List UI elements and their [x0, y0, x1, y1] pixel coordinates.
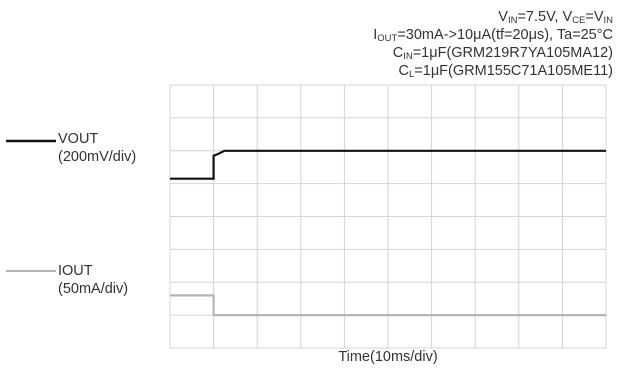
legend-vout-label: VOUT	[58, 131, 99, 147]
series-line-iout	[170, 294, 606, 317]
condition-cl: CL=1μF(GRM155C71A105ME11)	[398, 63, 613, 80]
legend-iout-scale: (50mA/div)	[58, 281, 129, 297]
series-line-vout	[170, 149, 606, 180]
plot-grid	[169, 84, 607, 349]
legend-iout-label: IOUT	[58, 263, 93, 279]
condition-vin-vce: VIN=7.5V, VCE=VIN	[498, 9, 613, 26]
x-axis-label: Time(10ms/div)	[338, 349, 438, 365]
condition-iout-ta: IOUT=30mA->10μA(tf=20μs), Ta=25°C	[373, 27, 613, 44]
condition-cin: CIN=1μF(GRM219R7YA105MA12)	[392, 45, 613, 62]
legend-vout-scale: (200mV/div)	[58, 149, 137, 165]
